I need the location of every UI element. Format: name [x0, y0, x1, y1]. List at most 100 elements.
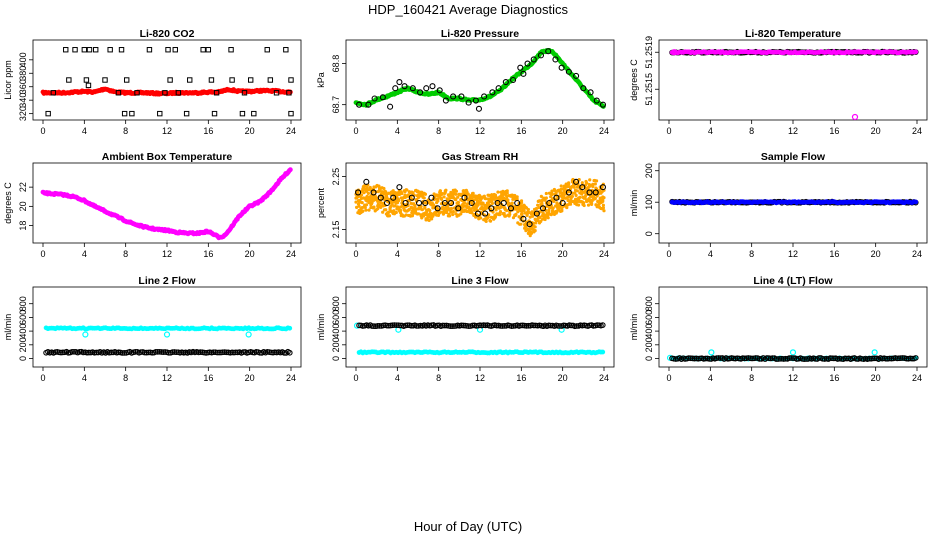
y-axis-label: ml/min	[629, 314, 639, 341]
y-tick-label: 0	[644, 356, 654, 361]
data-point	[408, 322, 415, 329]
data-point	[801, 356, 808, 362]
x-tick-label: 4	[82, 373, 87, 383]
x-tick-label: 0	[353, 373, 358, 383]
data-point	[408, 194, 415, 201]
data-point	[362, 191, 366, 195]
data-point	[458, 93, 465, 100]
x-tick-label: 20	[871, 249, 881, 259]
y-tick-label: 200	[644, 163, 654, 178]
data-point	[585, 181, 589, 185]
data-point	[456, 195, 460, 199]
x-tick-label: 8	[123, 126, 128, 136]
data-point	[502, 79, 509, 86]
data-point	[438, 189, 442, 193]
panel-box_temp: Ambient Box Temperature 0 4 8 12 16 20 24 18 20 22…	[3, 151, 302, 259]
data-point	[558, 64, 565, 71]
data-point	[404, 322, 411, 329]
data-point	[554, 191, 558, 195]
data-point	[50, 90, 57, 96]
data-point	[360, 201, 364, 205]
data-point	[506, 198, 510, 202]
panel-title: Line 2 Flow	[138, 275, 196, 287]
x-tick-label: 4	[82, 249, 87, 259]
data-point	[399, 196, 403, 200]
y-tick-label: 380	[18, 66, 28, 81]
data-point	[359, 193, 364, 197]
data-point	[474, 215, 478, 219]
data-point	[172, 47, 178, 53]
data-point	[475, 105, 483, 112]
data-point	[81, 47, 88, 53]
data-point	[687, 355, 694, 362]
data-point	[208, 77, 215, 83]
data-point	[417, 89, 424, 96]
data-point	[510, 76, 517, 84]
y-tick-label: 360	[18, 79, 28, 94]
data-point	[430, 217, 434, 221]
data-point	[364, 208, 368, 212]
x-tick-label: 24	[912, 126, 922, 136]
y-tick-label: 20	[18, 201, 28, 211]
x-tick-label: 16	[203, 249, 213, 259]
data-point	[575, 189, 579, 193]
data-point	[533, 225, 537, 229]
outlier-point	[163, 331, 171, 338]
data-point	[210, 349, 217, 356]
data-point	[534, 221, 538, 225]
data-point	[594, 179, 599, 183]
data-point	[287, 167, 293, 173]
data-point	[466, 202, 470, 206]
series-black	[45, 47, 294, 117]
data-point	[476, 203, 480, 207]
data-point	[481, 201, 485, 205]
data-point	[829, 355, 835, 362]
data-point	[479, 216, 483, 220]
data-point	[213, 90, 220, 96]
data-point	[544, 196, 548, 200]
data-point	[435, 206, 439, 210]
data-point	[370, 189, 377, 196]
data-point	[461, 205, 465, 209]
data-point	[586, 189, 593, 196]
data-point	[587, 89, 594, 96]
data-point	[152, 348, 159, 355]
data-point	[162, 90, 168, 96]
series-orange	[354, 177, 606, 238]
data-point	[273, 90, 280, 96]
x-tick-label: 20	[871, 126, 881, 136]
data-point	[390, 201, 394, 205]
data-point	[790, 355, 796, 361]
data-point	[773, 356, 780, 362]
data-point	[423, 192, 428, 196]
y-tick-label: 400	[331, 324, 341, 339]
panel-title: Gas Stream RH	[442, 151, 518, 163]
data-point	[413, 203, 417, 208]
x-tick-label: 16	[516, 126, 526, 136]
data-point	[361, 209, 365, 213]
data-point	[422, 199, 429, 207]
x-tick-label: 12	[475, 373, 485, 383]
x-tick-label: 12	[788, 373, 798, 383]
data-point	[283, 47, 289, 53]
data-point	[572, 185, 576, 189]
data-point	[600, 349, 606, 355]
panel-title: Sample Flow	[761, 151, 826, 163]
data-point	[913, 49, 919, 55]
x-tick-label: 12	[475, 126, 485, 136]
y-tick-label: 0	[18, 356, 28, 361]
data-point	[166, 349, 172, 356]
data-point	[239, 110, 246, 117]
data-point	[396, 184, 403, 191]
data-point	[909, 355, 915, 362]
panel-line4: Line 4 (LT) Flow 0 4 8 12 16 20 24 0 200400600800…	[629, 275, 928, 383]
data-point	[482, 210, 489, 217]
x-tick-label: 12	[162, 373, 172, 383]
x-tick-label: 0	[666, 373, 671, 383]
outlier-point	[353, 322, 361, 329]
data-point	[367, 208, 371, 212]
data-point	[522, 208, 526, 213]
y-tick-label: 400	[18, 52, 28, 67]
x-tick-label: 20	[245, 126, 255, 136]
data-point	[547, 208, 551, 212]
